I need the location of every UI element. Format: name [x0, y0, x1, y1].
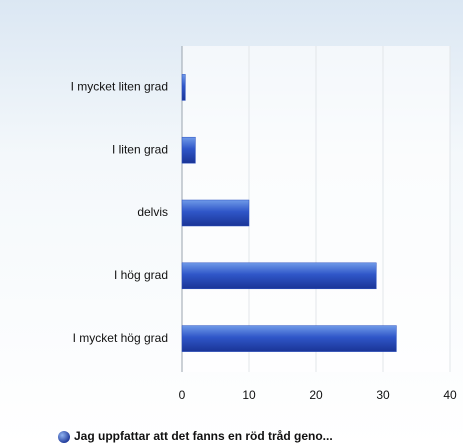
bar: [181, 136, 196, 164]
bar: [181, 325, 397, 352]
y-tick-label: delvis: [137, 205, 168, 219]
legend-marker: [58, 431, 70, 443]
x-tick-label: 10: [242, 388, 256, 402]
y-tick-label: I mycket hög grad: [73, 331, 168, 345]
y-tick-label: I liten grad: [112, 142, 168, 156]
x-tick-label: 30: [376, 388, 390, 402]
bar: [181, 199, 250, 227]
x-tick-label: 20: [309, 388, 323, 402]
x-tick-label: 40: [443, 388, 457, 402]
x-tick-label: 0: [179, 388, 186, 402]
bar: [181, 74, 186, 101]
legend: Jag uppfattar att det fanns en röd tråd …: [58, 429, 333, 443]
y-tick-label: I hög grad: [114, 268, 168, 282]
legend-label: Jag uppfattar att det fanns en röd tråd …: [74, 429, 333, 443]
y-tick-label: I mycket liten grad: [71, 80, 168, 94]
bar: [181, 262, 377, 290]
